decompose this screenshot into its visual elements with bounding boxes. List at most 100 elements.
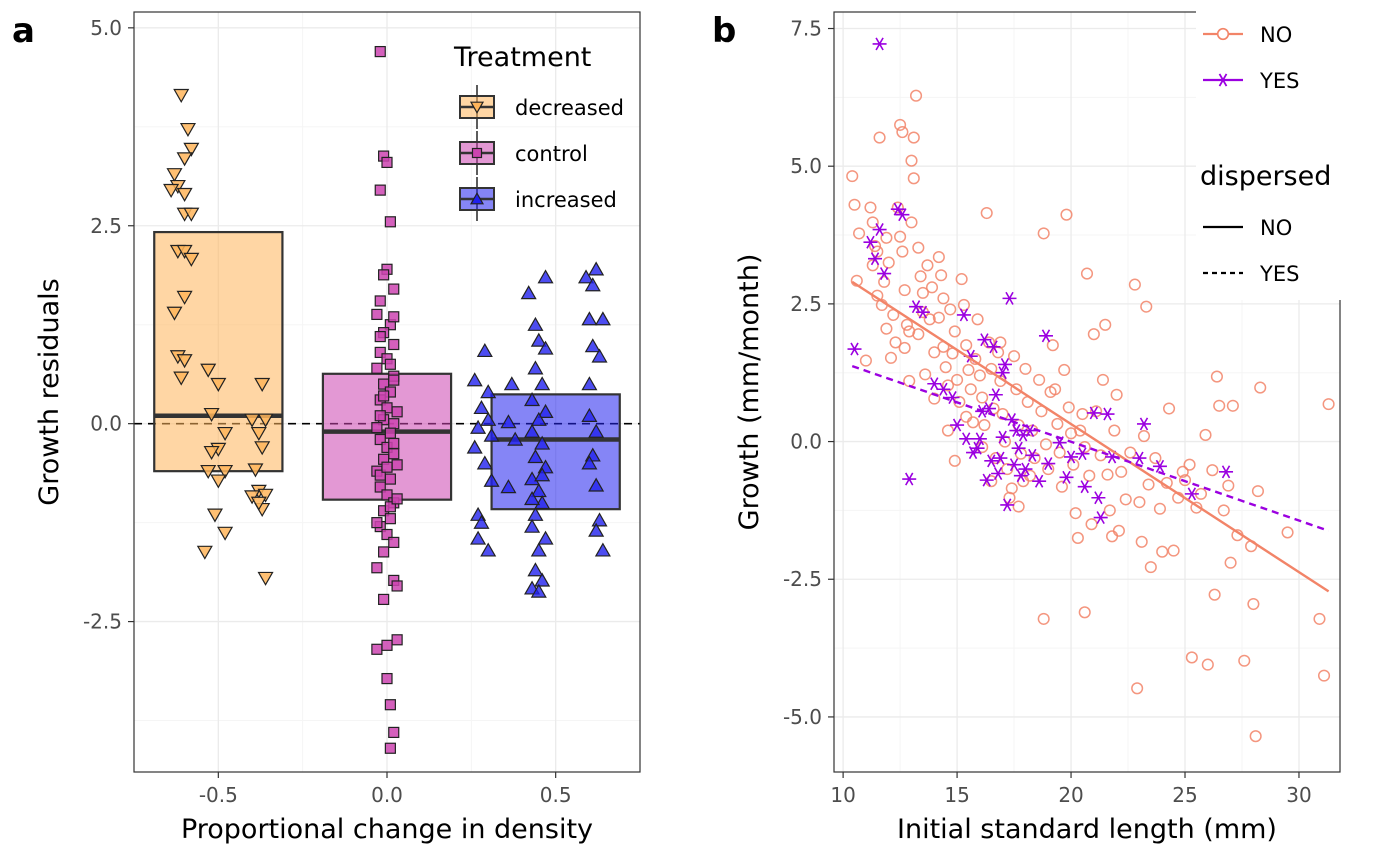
point-increased [476,455,493,470]
point-no [1167,544,1180,557]
point-decreased [200,363,217,378]
point-no [1206,464,1219,477]
point-increased [527,360,544,375]
y-tick-label: -2.5 [783,567,822,591]
legend-key-symbol-increased [469,192,485,205]
point-decreased [254,441,271,456]
point-control [374,330,386,343]
x-tick-label: 0.5 [540,783,572,807]
point-yes [1002,291,1017,305]
point-no [1085,518,1098,531]
panel-b-fit-lines [851,280,1330,593]
point-no [1110,388,1123,401]
point-decreased [217,426,234,442]
point-yes [847,342,862,356]
panel-a-x-axis-label: Proportional change in density [181,814,593,845]
point-no [937,292,950,305]
point-increased [530,542,547,557]
panel-b-legend-title: dispersed [1200,161,1331,192]
panel-b-y-ticks: 7.5 5.0 2.5 0.0 -2.5 -5.0 [783,17,834,729]
point-increased [530,583,547,598]
point-control [384,501,396,513]
point-no [898,284,911,297]
point-yes [1136,417,1151,431]
y-tick-label: 0.0 [90,412,122,436]
point-control [388,283,400,295]
point-control [374,346,386,359]
panel-a: a 5.0 2.5 0.0 -2.5 -0.5 0.0 0.5 Proportional … [12,11,641,845]
point-no [1005,482,1018,495]
point-decreased [173,88,190,103]
point-yes [909,300,924,314]
point-no [1039,438,1053,451]
point-yes [984,454,999,468]
point-no [1001,463,1014,476]
point-no [1183,458,1196,471]
point-no [912,328,925,341]
point-decreased [166,306,183,321]
point-yes [970,441,985,455]
point-yes [1064,450,1079,464]
point-increased [594,311,611,326]
point-control [374,295,386,307]
point-yes [972,432,987,446]
point-yes [1000,498,1015,512]
point-increased [466,439,483,454]
point-control [378,546,390,558]
point-decreased [196,545,213,560]
panel-b-x-axis-label: Initial standard length (mm) [897,814,1277,845]
point-yes [1086,406,1101,420]
point-no [1238,654,1251,667]
point-no [864,201,877,214]
point-no [944,303,957,316]
point-yes [895,208,910,222]
point-no [1080,267,1094,280]
point-increased [581,376,598,391]
point-no [925,281,939,294]
panel-a-legend-keys [459,85,495,221]
point-increased [524,471,541,486]
y-tick-label: 0.0 [790,430,822,454]
point-decreased [183,252,200,267]
point-yes [1038,329,1053,343]
point-no [1249,730,1262,743]
x-tick-label: 20 [1058,783,1083,807]
legend-label-increased: increased [515,188,617,212]
legend-key-symbol-yes [1216,73,1230,87]
point-no [932,311,945,324]
point-increased [534,572,551,587]
point-no [923,313,936,326]
point-no [964,383,977,396]
point-increased [483,427,500,442]
point-increased [470,419,487,434]
legend-label-points-yes: YES [1259,69,1299,93]
point-no [928,346,941,359]
point-control [384,742,396,754]
point-increased [527,316,544,331]
point-decreased [250,496,267,511]
point-decreased [257,413,274,428]
panel-a-x-ticks: -0.5 0.0 0.5 [199,772,572,807]
point-increased [534,494,551,510]
point-no [1317,669,1331,682]
point-yes [890,202,905,216]
point-no [900,318,913,331]
point-control [374,410,386,422]
point-yes [877,267,892,281]
point-no [1135,535,1148,548]
point-decreased [183,207,200,222]
x-tick-label: 15 [944,783,969,807]
point-no [1144,561,1157,574]
point-control [374,184,386,196]
panel-b-tag: b [712,11,736,51]
point-no [980,206,993,220]
point-control [388,311,400,323]
point-decreased [210,474,227,489]
point-yes [872,223,887,237]
point-decreased [257,571,274,586]
point-no [951,373,964,386]
point-no [932,251,945,264]
point-decreased [166,168,183,183]
point-no [898,341,911,354]
point-yes [936,382,951,396]
